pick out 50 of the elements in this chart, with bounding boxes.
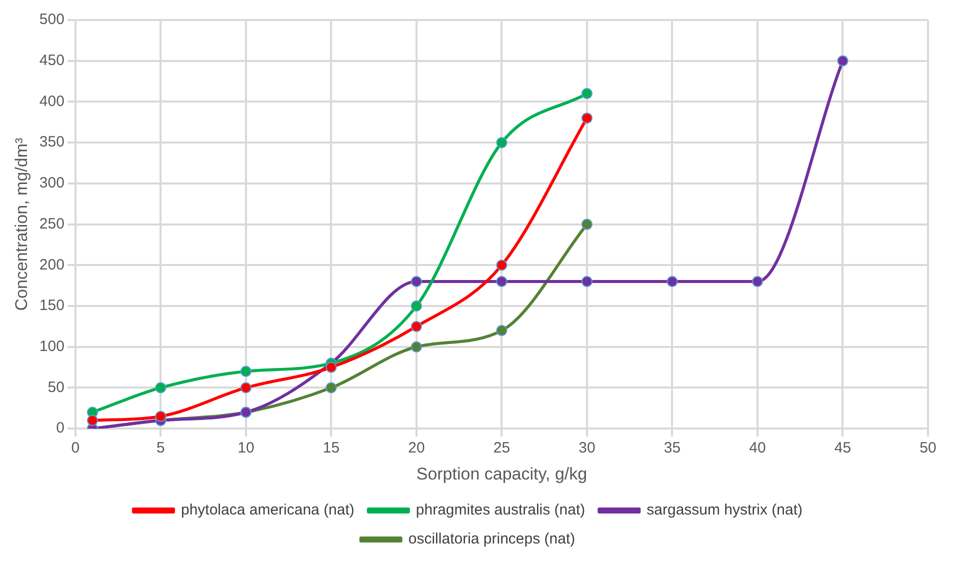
y-tick-label: 50 (48, 378, 64, 396)
legend-label: sargassum hystrix (nat) (646, 502, 803, 519)
x-tick-label: 25 (493, 440, 510, 457)
point (410, 320, 422, 332)
x-tick-label: 45 (834, 440, 852, 457)
point (410, 276, 422, 288)
point (86, 414, 98, 426)
point (496, 276, 508, 288)
x-tick-label: 30 (578, 440, 596, 457)
point (496, 325, 508, 336)
point (581, 112, 592, 124)
point (240, 366, 252, 377)
point (496, 260, 508, 271)
y-tick-label: 0 (56, 420, 64, 437)
point (581, 88, 592, 100)
x-tick-label: 10 (238, 440, 254, 457)
point (837, 55, 848, 66)
legend-label: oscillatoria princeps (nat) (408, 530, 576, 548)
y-tick-label: 350 (39, 134, 64, 151)
x-axis-title: Sorption capacity, g/kg (416, 464, 588, 484)
point (581, 218, 592, 230)
x-tick-label: 15 (322, 440, 340, 457)
y-tick-label: 150 (39, 297, 64, 314)
point (666, 276, 678, 288)
point (326, 382, 337, 394)
y-tick-label: 300 (39, 174, 64, 192)
y-tick-label: 450 (39, 52, 64, 69)
x-tick-label: 50 (920, 440, 936, 457)
legend-label: phytolaca americana (nat) (180, 502, 354, 519)
y-axis-title: Concentration, mg/dm³ (12, 138, 31, 311)
x-tick-label: 5 (156, 440, 165, 457)
y-tick-label: 100 (39, 338, 64, 356)
point (410, 300, 422, 312)
x-tick-label: 0 (71, 440, 80, 457)
y-tick-label: 250 (39, 215, 64, 232)
point (240, 382, 252, 394)
y-tick-label: 200 (39, 256, 64, 274)
y-tick-label: 400 (39, 92, 64, 110)
x-tick-label: 35 (664, 440, 681, 457)
x-tick-label: 20 (408, 440, 425, 457)
point (155, 410, 166, 422)
point (155, 382, 166, 394)
point (581, 276, 592, 288)
point (326, 362, 337, 373)
point (410, 341, 422, 352)
point (752, 276, 763, 288)
point (496, 137, 508, 148)
legend-label: phragmites australis (nat) (416, 502, 586, 519)
y-tick-label: 500 (39, 11, 64, 28)
x-tick-label: 40 (749, 440, 766, 457)
